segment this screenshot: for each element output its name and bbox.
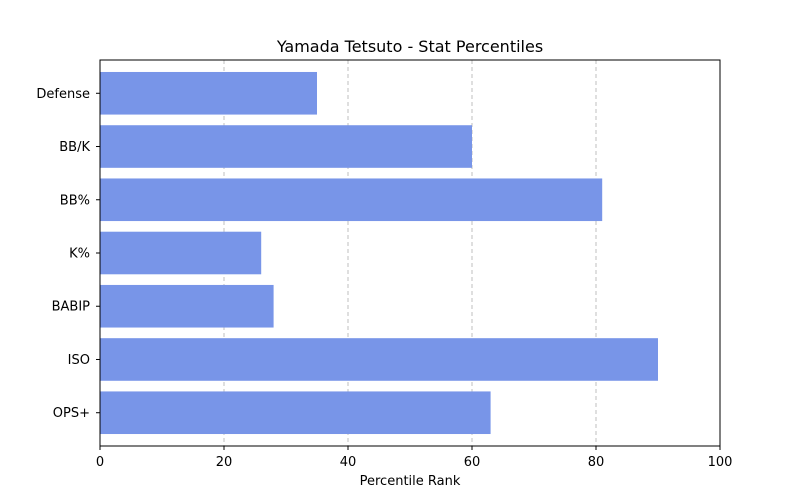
y-axis-ticks: OPS+ ISO BABIP K% BB% BB/K Defense xyxy=(36,87,100,421)
bars xyxy=(100,71,658,435)
bar-k- xyxy=(100,231,262,275)
bar-iso xyxy=(100,338,658,381)
chart-title: Yamada Tetsuto - Stat Percentiles xyxy=(276,37,543,56)
x-tick-label: 100 xyxy=(708,455,733,470)
y-tick-label: K% xyxy=(69,247,90,262)
y-tick-label: BB% xyxy=(60,193,90,208)
bar-defense xyxy=(100,71,317,115)
y-tick-label: BABIP xyxy=(52,300,91,315)
bar-bb-k xyxy=(100,125,472,168)
bar-babip xyxy=(100,284,274,328)
bar-bb- xyxy=(100,178,603,222)
bar-ops- xyxy=(100,391,491,435)
y-tick-label: Defense xyxy=(36,87,90,102)
y-tick-label: ISO xyxy=(68,353,90,368)
x-tick-label: 20 xyxy=(216,455,233,470)
y-tick-label: OPS+ xyxy=(53,406,90,421)
x-axis-ticks: 0 20 40 60 80 100 xyxy=(96,446,733,470)
x-tick-label: 0 xyxy=(96,455,104,470)
grid-lines xyxy=(223,60,597,446)
x-tick-label: 40 xyxy=(340,455,357,470)
x-tick-label: 80 xyxy=(588,455,605,470)
x-axis-label: Percentile Rank xyxy=(360,474,461,489)
y-tick-label: BB/K xyxy=(59,140,90,155)
x-tick-label: 60 xyxy=(464,455,481,470)
